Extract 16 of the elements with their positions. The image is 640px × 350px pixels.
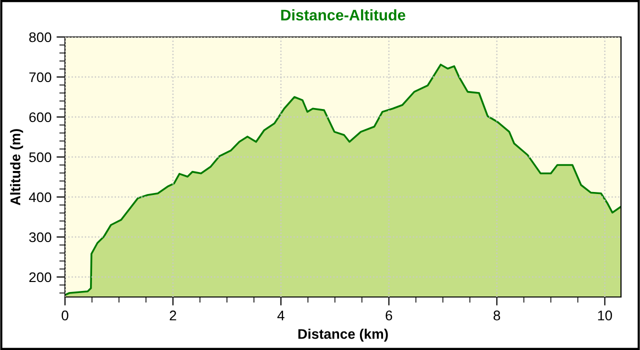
y-tick-label: 300 — [29, 232, 52, 242]
x-tick-label: 2 — [170, 310, 176, 320]
y-tick-label: 600 — [29, 112, 52, 122]
x-tick-label: 8 — [494, 310, 500, 320]
y-tick-label: 700 — [29, 72, 52, 82]
x-tick-label: 6 — [386, 310, 392, 320]
y-tick-label: 200 — [29, 272, 52, 282]
x-tick-label: 0 — [62, 310, 68, 320]
x-axis-title: Distance (km) — [298, 328, 388, 342]
x-tick-label: 10 — [598, 310, 612, 320]
chart-title: Distance-Altitude — [281, 9, 406, 20]
x-tick-label: 4 — [277, 310, 284, 320]
y-tick-label: 800 — [29, 32, 52, 42]
y-axis-title: Altitude (m) — [10, 129, 24, 206]
y-tick-label: 400 — [28, 192, 52, 202]
y-tick-label: 500 — [29, 152, 52, 162]
